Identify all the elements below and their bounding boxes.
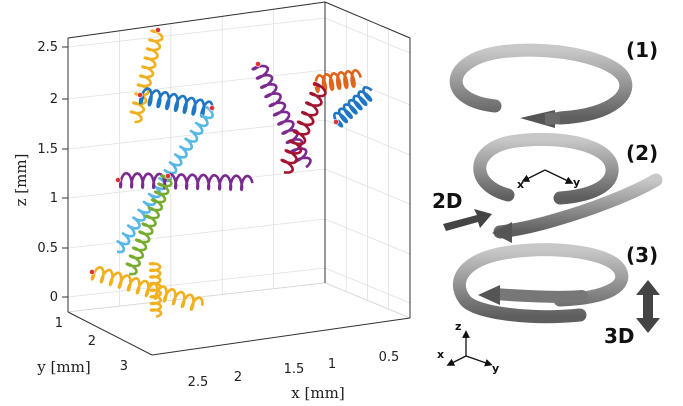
axes-xyz-lower bbox=[446, 330, 493, 367]
z-tick-label: 1 bbox=[50, 191, 58, 206]
mode-3d-label: 3D bbox=[604, 324, 635, 348]
trajectory-helix bbox=[148, 262, 163, 318]
trajectory-helix bbox=[90, 266, 204, 311]
mode-2d-label: 2D bbox=[432, 189, 463, 213]
z-axis-label: z [mm] bbox=[12, 154, 30, 207]
illustration: (1) (2) x y 2D (3) 3D bbox=[432, 38, 663, 375]
y-axis-label: y [mm] bbox=[36, 358, 90, 376]
back-wall bbox=[67, 1, 326, 313]
trajectory-helix bbox=[119, 171, 254, 192]
box-edges bbox=[67, 1, 411, 356]
axis-x-upper: x bbox=[517, 178, 524, 191]
trajectory-helix bbox=[129, 29, 164, 124]
x-axis-label: x [mm] bbox=[291, 384, 344, 402]
ring-1 bbox=[449, 43, 633, 128]
y-tick-label: 2 bbox=[88, 334, 96, 349]
trajectory-start-marker bbox=[209, 105, 215, 111]
arrow-2d bbox=[443, 209, 492, 231]
axis-z-lower: z bbox=[455, 320, 461, 333]
x-tick-label: 1.5 bbox=[284, 362, 305, 377]
z-tick-label: 2 bbox=[50, 92, 58, 107]
plot-3d: 0 0.5 1 1.5 2 2.5 1 2 3 2.5 2 1.5 1 0.5 z [mm] y [mm]… bbox=[12, 1, 412, 402]
trajectory-helix bbox=[333, 86, 373, 128]
axis-x-lower: x bbox=[437, 348, 444, 361]
panel-label-2: (2) bbox=[626, 141, 658, 165]
panel-label-3: (3) bbox=[626, 243, 658, 267]
z-tick-label: 0 bbox=[50, 290, 58, 305]
x-tick-label: 2.5 bbox=[188, 375, 209, 390]
y-tick-label: 3 bbox=[120, 359, 128, 374]
trajectory-start-marker bbox=[333, 119, 339, 125]
trajectory-helix bbox=[138, 87, 214, 118]
trajectory-start-marker bbox=[155, 27, 161, 33]
trajectory-start-marker bbox=[115, 177, 121, 183]
arrow-3d bbox=[636, 280, 660, 333]
y-tick-label: 1 bbox=[55, 316, 63, 331]
trajectory-start-marker bbox=[89, 269, 95, 275]
axis-y-upper: y bbox=[573, 176, 580, 189]
trajectory-helix bbox=[280, 82, 327, 174]
trajectory-start-marker bbox=[165, 173, 171, 179]
x-tick-label: 2 bbox=[234, 370, 242, 385]
trajectory-start-marker bbox=[137, 92, 143, 98]
z-tick-label: 2.5 bbox=[37, 40, 58, 55]
x-tick-label: 1 bbox=[328, 357, 336, 372]
z-tick-label: 0.5 bbox=[37, 241, 58, 256]
trajectories bbox=[89, 27, 373, 318]
trajectory-helix bbox=[314, 69, 363, 93]
trajectory-helix bbox=[125, 174, 173, 276]
ring-2 bbox=[473, 132, 663, 243]
panel-label-1: (1) bbox=[626, 38, 658, 62]
axis-y-lower: y bbox=[492, 362, 499, 375]
axes-xy-upper bbox=[521, 169, 574, 184]
ring-3 bbox=[453, 243, 629, 324]
ticks: 0 0.5 1 1.5 2 2.5 1 2 3 2.5 2 1.5 1 0.5 bbox=[37, 40, 399, 390]
x-tick-label: 0.5 bbox=[379, 350, 400, 365]
z-tick-label: 1.5 bbox=[37, 142, 58, 157]
trajectory-start-marker bbox=[255, 61, 261, 67]
arrow-2 bbox=[492, 222, 512, 243]
arrow-3 bbox=[478, 285, 500, 305]
